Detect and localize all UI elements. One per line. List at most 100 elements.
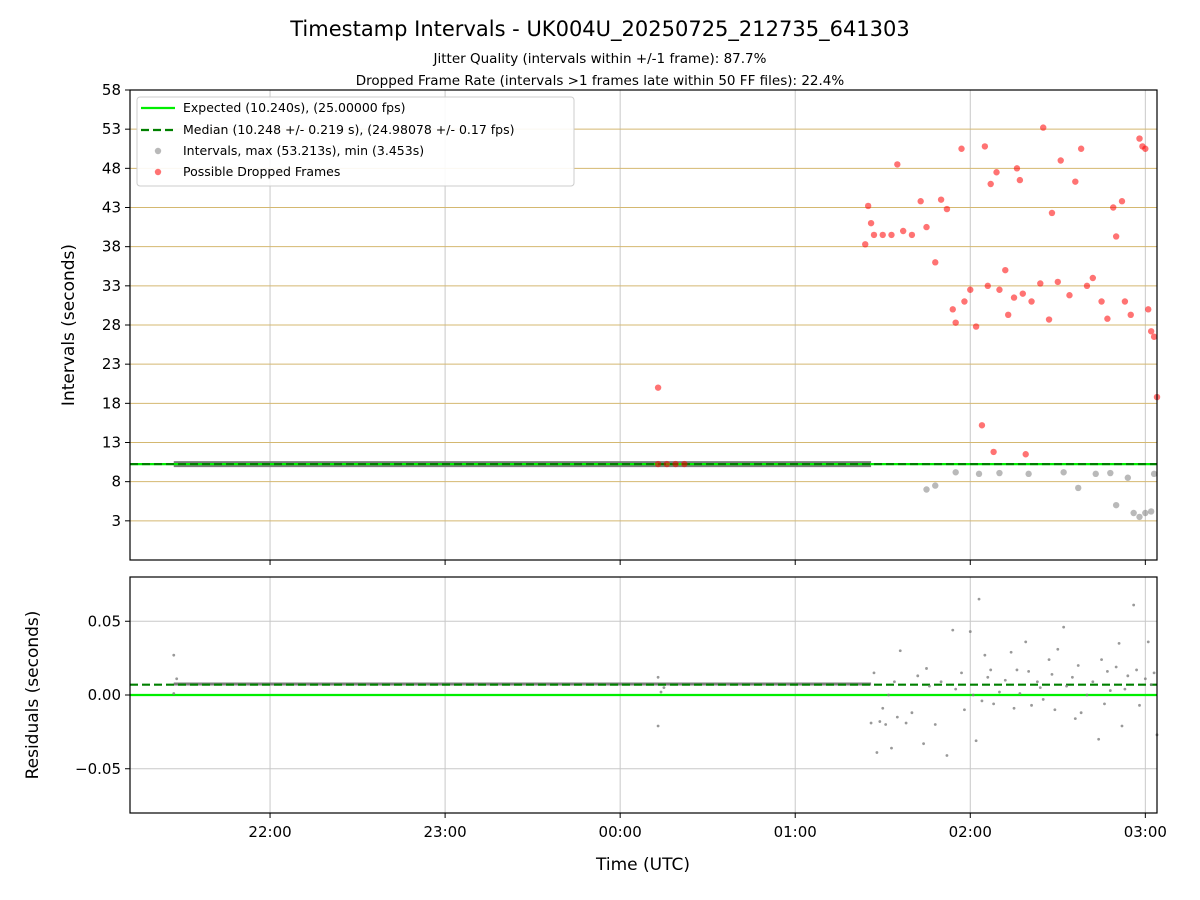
chart-subtitle-jitter: Jitter Quality (intervals within +/-1 fr… (433, 51, 767, 67)
interval-point (998, 690, 1001, 694)
dropped-frame-point (663, 460, 671, 468)
dropped-frame-point (978, 422, 986, 429)
interval-point (662, 686, 666, 690)
interval-point (659, 690, 663, 694)
interval-point (1147, 508, 1155, 515)
residuals-panel: −0.05 0.00 0.05 22:00 23:00 00:00 01:00 02:00 0… (23, 576, 1167, 841)
dropped-frame-point (1016, 176, 1024, 184)
dropped-frame-point (1072, 178, 1079, 185)
interval-point (1053, 708, 1057, 712)
dropped-frame-point (1022, 451, 1029, 458)
x-axis-label: Time (UTC) (595, 855, 690, 875)
dropped-frame-point (958, 145, 965, 152)
interval-point (1126, 674, 1130, 678)
interval-point (1097, 737, 1101, 741)
x-tick-label: 02:00 (949, 823, 992, 841)
chart-title: Timestamp Intervals - UK004U_20250725_21… (289, 17, 910, 42)
interval-point (974, 739, 978, 743)
dropped-frame-point (1057, 157, 1064, 164)
intervals-x-ticks (269, 560, 1146, 565)
y-tick-label: 0.05 (88, 612, 121, 630)
interval-point (925, 667, 928, 670)
interval-point (1018, 692, 1022, 695)
dropped-frame-point (1054, 278, 1062, 286)
interval-point (893, 680, 896, 684)
dropped-frame-point (1112, 233, 1120, 240)
interval-point (1130, 509, 1137, 517)
interval-point (887, 693, 890, 697)
interval-point (1062, 625, 1066, 629)
legend-intervals-swatch (154, 147, 162, 155)
dropped-frame-point (981, 143, 989, 150)
legend-box (136, 96, 575, 187)
interval-point (916, 674, 920, 678)
dropped-frame-point (654, 384, 662, 391)
interval-point (1142, 509, 1149, 517)
interval-point (986, 675, 990, 679)
interval-point (884, 723, 888, 726)
dropped-frame-point (987, 180, 994, 188)
dropped-frame-point (932, 259, 939, 266)
interval-point (175, 677, 179, 681)
dropped-frame-point (1013, 165, 1021, 172)
dropped-frame-point (1121, 298, 1129, 305)
dropped-frame-point (1005, 311, 1012, 319)
interval-point (1073, 717, 1077, 720)
dropped-frame-point (952, 319, 959, 326)
residuals-reference-lines (130, 682, 1157, 697)
interval-point (1123, 687, 1127, 691)
dropped-frame-point (1118, 198, 1126, 205)
dropped-frame-point (917, 198, 924, 205)
y-tick-label: 58 (102, 81, 121, 99)
interval-point (172, 692, 176, 695)
interval-point (1103, 702, 1106, 706)
dropped-frame-point (1019, 290, 1026, 297)
interval-point (1149, 683, 1153, 687)
x-tick-label: 00:00 (599, 823, 642, 841)
y-tick-label: 0.00 (88, 686, 121, 704)
residuals-y-axis-label: Residuals (seconds) (23, 611, 43, 780)
interval-point (1112, 501, 1120, 509)
dropped-frame-point (681, 460, 688, 468)
legend-median-label: Median (10.248 +/- 0.219 s), (24.98078 +… (183, 122, 514, 137)
dropped-frame-point (867, 219, 875, 227)
interval-point (872, 671, 876, 675)
interval-point (904, 721, 908, 725)
interval-point (1035, 680, 1039, 684)
interval-point (963, 708, 966, 712)
interval-point (1079, 711, 1083, 715)
interval-point (1106, 670, 1109, 673)
interval-point (945, 754, 949, 757)
dropped-frame-point (1110, 204, 1117, 211)
interval-point (1100, 658, 1103, 661)
interval-point (1041, 698, 1045, 701)
x-tick-label: 22:00 (248, 823, 291, 841)
interval-point (1085, 693, 1089, 697)
y-tick-label: 53 (102, 120, 121, 138)
dropped-frame-point (899, 227, 907, 235)
dropped-frame-point (672, 460, 679, 468)
dropped-frame-point (1002, 266, 1009, 274)
interval-point (1135, 668, 1138, 672)
dropped-frame-point (993, 169, 1000, 176)
interval-point (954, 687, 958, 691)
interval-point (960, 671, 963, 675)
interval-point (875, 751, 879, 754)
x-tick-label: 01:00 (774, 823, 817, 841)
dropped-frame-point (984, 282, 991, 290)
interval-point (1136, 513, 1143, 521)
interval-point (1060, 469, 1067, 476)
interval-point (1092, 470, 1099, 478)
dropped-frame-point (1150, 333, 1158, 340)
legend-intervals-label: Intervals, max (53.213s), min (3.453s) (183, 143, 424, 158)
interval-point (923, 486, 930, 493)
dropped-frame-point (1142, 145, 1149, 152)
interval-point (172, 653, 176, 657)
y-tick-label: 28 (102, 316, 121, 334)
interval-point (980, 699, 984, 703)
y-tick-label: 8 (111, 473, 121, 491)
dropped-frame-point (972, 323, 980, 330)
interval-point (898, 649, 902, 653)
dropped-frame-point (1089, 274, 1097, 282)
interval-point (1143, 677, 1147, 681)
